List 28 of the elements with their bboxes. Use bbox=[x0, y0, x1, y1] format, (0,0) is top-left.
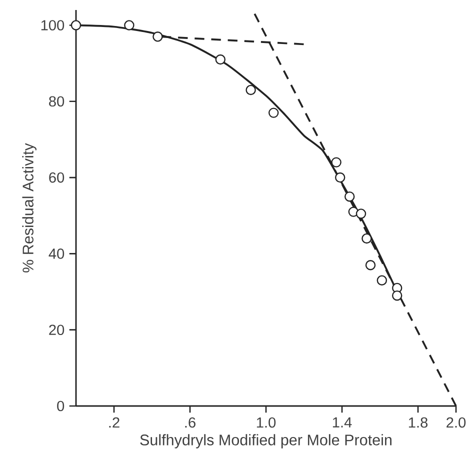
point bbox=[334, 172, 346, 183]
y-tick-label: 80 bbox=[49, 96, 64, 107]
y-tick-label: 40 bbox=[48, 248, 64, 259]
point bbox=[362, 233, 372, 244]
x-tick-label: .6 bbox=[185, 417, 196, 428]
point bbox=[376, 275, 388, 286]
point bbox=[268, 108, 279, 118]
x-tick-label: 2.0 bbox=[446, 417, 466, 428]
point bbox=[365, 260, 376, 270]
point bbox=[215, 54, 226, 65]
point bbox=[152, 32, 163, 42]
point bbox=[392, 290, 402, 301]
point bbox=[70, 20, 82, 30]
y-tick-label: 0 bbox=[57, 400, 64, 412]
x-tick-label: .2 bbox=[109, 417, 120, 428]
point bbox=[246, 84, 256, 96]
point bbox=[331, 157, 342, 168]
point bbox=[356, 208, 366, 219]
point bbox=[124, 20, 134, 30]
y-axis-title: % Residual Activity bbox=[22, 143, 36, 272]
y-tick-label: 20 bbox=[49, 324, 64, 336]
point bbox=[344, 191, 355, 202]
y-tick-label: 60 bbox=[49, 172, 64, 183]
x-axis-title: Sulfhydryls Modified per Mole Protein bbox=[140, 434, 392, 448]
y-tick-label: 100 bbox=[41, 20, 64, 30]
x-tick-label: 1.8 bbox=[408, 417, 428, 428]
x-tick-label: 1.4 bbox=[332, 417, 352, 428]
x-tick-label: 1.0 bbox=[256, 417, 276, 428]
